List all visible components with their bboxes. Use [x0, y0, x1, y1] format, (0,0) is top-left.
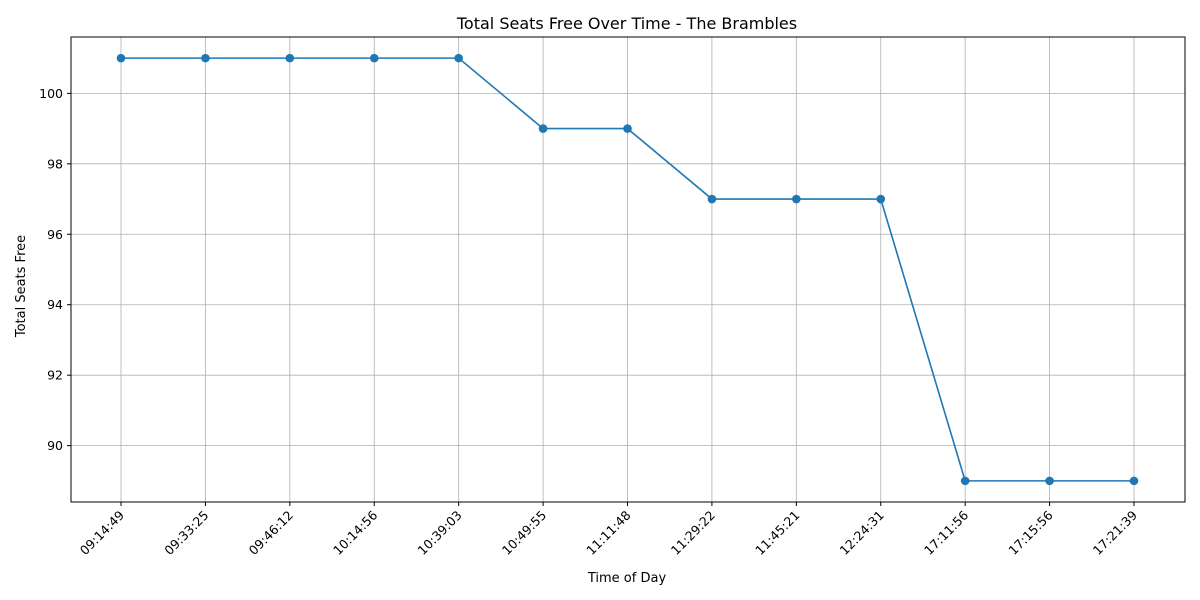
y-tick-label: 94: [47, 297, 63, 312]
x-tick-label: 09:33:25: [161, 508, 211, 558]
data-point: [538, 124, 548, 133]
x-tick-label: 10:14:56: [330, 507, 380, 557]
x-tick-label: 09:14:49: [77, 507, 127, 557]
data-point: [116, 53, 126, 63]
grid: [71, 37, 1185, 502]
x-tick-label: 17:21:39: [1090, 507, 1140, 557]
x-tick-label: 17:11:56: [921, 507, 971, 557]
plot-frame: [70, 36, 1186, 503]
y-axis-label: Total Seats Free: [14, 235, 29, 338]
series: [116, 53, 1139, 486]
y-tick-label: 92: [47, 368, 63, 383]
data-point: [792, 194, 801, 204]
data-point: [1045, 476, 1054, 486]
y-tick-label: 98: [47, 156, 63, 171]
x-tick-label: 11:45:21: [752, 508, 802, 558]
x-tick-label: 10:39:03: [414, 508, 464, 558]
chart-title: Total Seats Free Over Time - The Bramble…: [456, 14, 797, 33]
y-tick-label: 90: [47, 438, 63, 453]
y-tick-label: 96: [47, 227, 63, 242]
data-point: [285, 53, 295, 63]
y-tick-label: 100: [39, 86, 63, 101]
x-tick-label: 17:15:56: [1005, 507, 1055, 557]
data-point: [369, 53, 379, 63]
data-point: [454, 53, 463, 63]
axes: 09:14:49 09:33:25 09:46:12 10:14:56 10:39:03…: [39, 36, 1186, 558]
x-tick-label: 11:11:48: [583, 507, 633, 557]
data-point: [201, 53, 210, 63]
data-point: [960, 476, 970, 486]
data-point: [707, 194, 717, 204]
x-axis-label: Time of Day: [587, 571, 667, 586]
x-tick-label: 10:49:55: [499, 508, 549, 558]
data-point: [1129, 476, 1139, 486]
x-tick-label: 12:24:31: [837, 508, 887, 558]
data-point: [876, 194, 886, 204]
x-tick-label: 09:46:12: [246, 508, 296, 558]
x-tick-label: 11:29:22: [668, 508, 718, 558]
data-point: [623, 124, 632, 133]
